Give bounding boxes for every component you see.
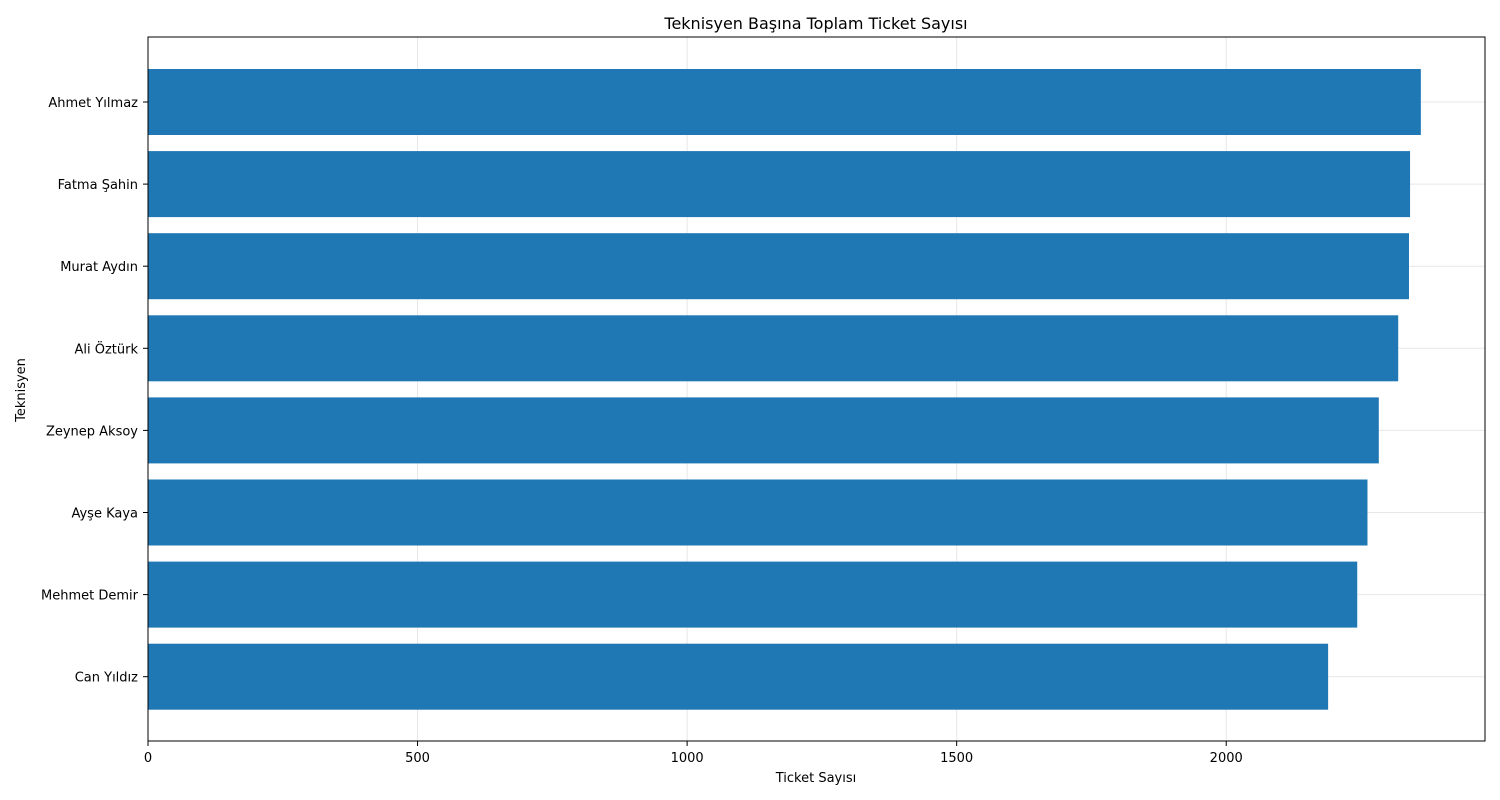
bar — [148, 233, 1409, 300]
y-tick-label: Can Yıldız — [75, 671, 138, 686]
x-axis-label: Ticket Sayısı — [775, 771, 857, 786]
x-tick-label: 1000 — [671, 751, 704, 766]
bar — [148, 479, 1368, 546]
bars — [148, 69, 1421, 710]
bar — [148, 69, 1421, 135]
y-tick-label: Ahmet Yılmaz — [48, 96, 138, 111]
x-tick-label: 2000 — [1210, 751, 1243, 766]
bar — [148, 151, 1411, 218]
x-tick-label: 1500 — [940, 751, 973, 766]
bar — [148, 397, 1379, 464]
y-tick-label: Zeynep Aksoy — [46, 424, 138, 439]
y-tick-label: Ayşe Kaya — [71, 507, 138, 522]
bar — [148, 643, 1329, 710]
x-tick-label: 0 — [144, 751, 152, 766]
y-tick-label: Fatma Şahin — [58, 178, 138, 193]
bar — [148, 561, 1358, 628]
grid — [147, 37, 1485, 741]
y-axis-label: Teknisyen — [14, 358, 29, 423]
plot-frame — [147, 36, 1486, 742]
y-axis-ticks: Ahmet Yılmaz Fatma Şahin Murat Aydın Ali Öz… — [41, 96, 148, 686]
bar — [148, 315, 1399, 382]
y-tick-label: Ali Öztürk — [74, 340, 138, 357]
y-tick-label: Murat Aydın — [60, 260, 138, 275]
y-tick-label: Mehmet Demir — [41, 589, 139, 604]
x-tick-label: 500 — [405, 751, 430, 766]
chart-title: Teknisyen Başına Toplam Ticket Sayısı — [663, 14, 967, 33]
x-axis-ticks: 0 500 1000 1500 2000 — [144, 741, 1243, 766]
